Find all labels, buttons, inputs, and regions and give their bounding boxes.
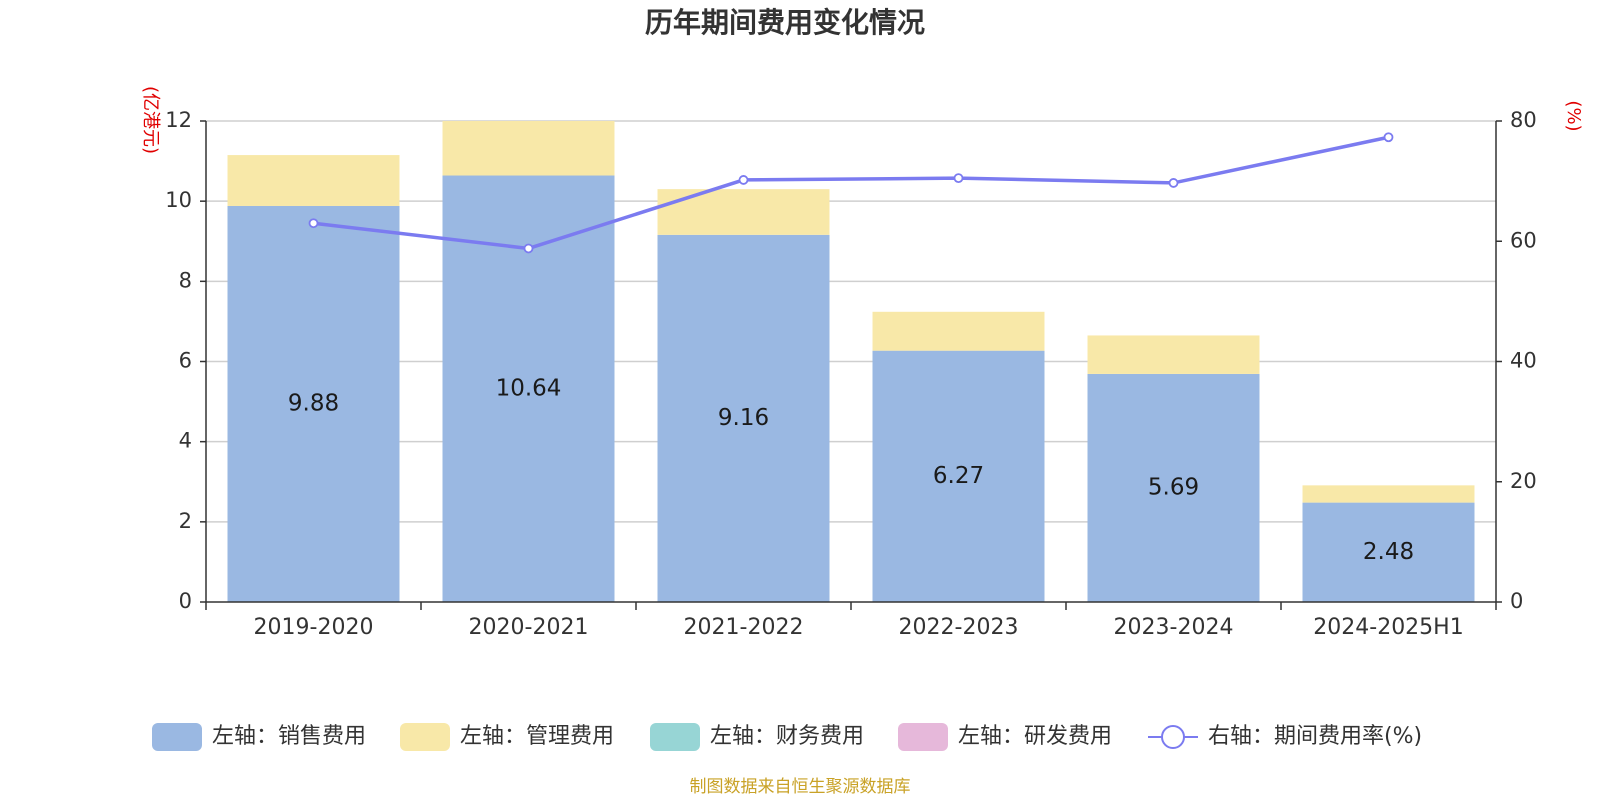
rate-point (953, 173, 964, 184)
x-tick-label: 2024-2025H1 (1313, 615, 1463, 640)
left-axis-unit: (亿港元) (140, 86, 161, 154)
legend: 左轴：销售费用 左轴：管理费用 左轴：财务费用 左轴：研发费用 右轴：期间费用率(%) (152, 723, 1422, 751)
legend-swatch (650, 723, 700, 751)
bar-segment (227, 155, 400, 206)
left-tick-label: 6 (179, 349, 192, 373)
left-tick-label: 10 (165, 188, 192, 212)
bar-value-label: 2.48 (1363, 539, 1414, 565)
bar-segment (872, 350, 1045, 602)
x-tick-label: 2020-2021 (469, 615, 589, 640)
bar-segment (657, 234, 830, 602)
grid-lines (206, 120, 1496, 523)
legend-label: 左轴：管理费用 (460, 724, 614, 749)
rate-point (308, 218, 319, 229)
bar-value-label: 6.27 (933, 463, 984, 489)
right-tick-label: 20 (1510, 469, 1537, 493)
bar-value-label: 5.69 (1148, 474, 1199, 500)
left-tick-label: 0 (179, 589, 192, 613)
bars: 9.88 10.64 9.16 6.27 5.69 2.48 (227, 121, 1475, 602)
bar-segment (872, 311, 1045, 351)
x-tick-label: 2022-2023 (899, 615, 1019, 640)
bar-value-label: 9.16 (718, 405, 769, 431)
bar-segment (1302, 485, 1475, 503)
left-tick-label: 12 (165, 108, 192, 132)
rate-line (308, 132, 1394, 254)
right-tick-label: 40 (1510, 349, 1537, 373)
legend-label: 左轴：财务费用 (710, 724, 864, 749)
left-tick-label: 4 (179, 429, 192, 453)
bar-segment (1087, 373, 1260, 602)
right-tick-label: 0 (1510, 589, 1523, 613)
left-tick-label: 2 (179, 509, 192, 533)
legend-label: 右轴：期间费用率(%) (1208, 724, 1422, 749)
bar-segment (657, 189, 830, 235)
bar-segment (442, 121, 615, 176)
bar-segment (1302, 502, 1475, 602)
rate-point (523, 243, 534, 254)
rate-point (738, 175, 749, 185)
source-note: 制图数据来自恒生聚源数据库 (690, 777, 911, 797)
legend-swatch (400, 723, 450, 751)
bar-value-label: 10.64 (496, 375, 562, 401)
axes: 0 2 4 6 8 10 12 0 20 40 60 80 2019-2020 2020-2021 2021… (165, 108, 1536, 640)
rate-line-path (313, 135, 1389, 251)
rate-point (1383, 132, 1394, 143)
legend-swatch (152, 723, 202, 751)
legend-label: 左轴：销售费用 (212, 724, 366, 749)
bar-segment (1087, 335, 1260, 374)
right-axis-unit: (%) (1563, 100, 1584, 131)
x-tick-label: 2019-2020 (254, 615, 374, 640)
bar-value-label: 9.88 (288, 390, 339, 416)
bar-segment (227, 205, 400, 602)
legend-swatch (898, 723, 948, 751)
x-tick-label: 2021-2022 (684, 615, 804, 640)
chart-title: 历年期间费用变化情况 (645, 6, 925, 39)
right-tick-label: 80 (1510, 108, 1537, 132)
right-tick-label: 60 (1510, 228, 1537, 252)
legend-marker (1161, 725, 1185, 749)
legend-label: 左轴：研发费用 (958, 724, 1112, 749)
left-tick-label: 8 (179, 268, 192, 292)
rate-point (1168, 178, 1179, 188)
x-tick-label: 2023-2024 (1114, 615, 1234, 640)
